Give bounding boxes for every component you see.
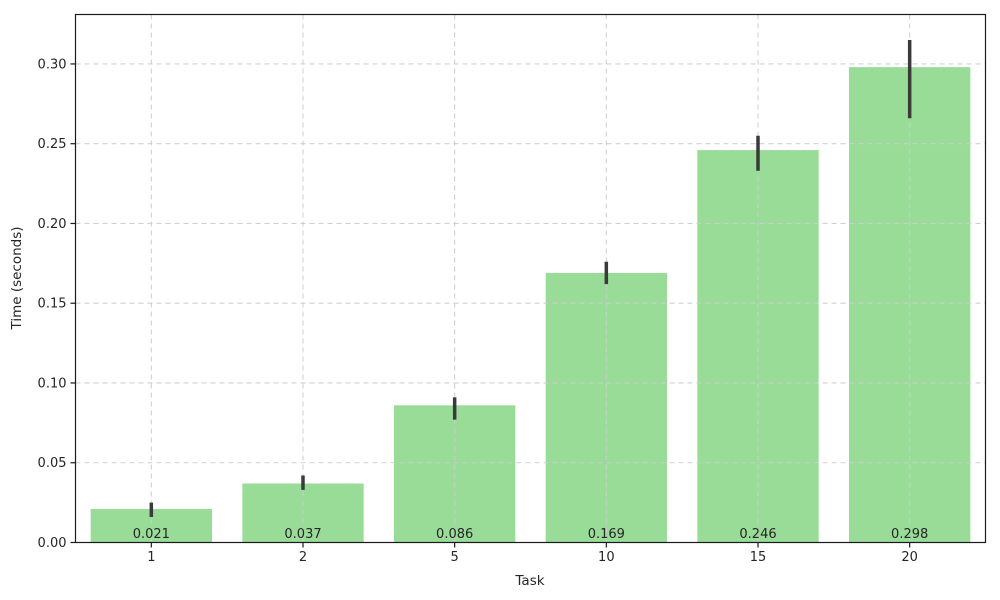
axis-layer: 0.00 0.05 0.10 0.15 0.20 0.25 0.30 1 2 5 10 15 20 [38,13,987,565]
bar [545,272,667,543]
y-tick-label: 0.05 [38,456,67,471]
x-tick-label: 5 [451,550,459,565]
x-axis-title: Task [514,573,544,589]
x-tick-label: 10 [598,550,615,565]
error-bars-layer: 0.021 0.037 0.086 0.169 0.246 0.298 [133,40,928,542]
bars-layer [90,67,971,543]
y-tick-label: 0.25 [38,137,67,152]
y-tick-label: 0.30 [38,57,67,72]
y-axis-title: Time (seconds) [9,226,25,330]
plot-border [74,13,987,544]
bar-value-label: 0.246 [739,527,776,542]
x-tick-label: 15 [750,550,767,565]
x-tick-label: 20 [901,550,918,565]
bar-value-label: 0.037 [284,527,321,542]
bar-value-label: 0.021 [133,527,170,542]
x-tick-label: 1 [147,550,155,565]
x-tick-label: 2 [299,550,307,565]
y-tick-label: 0.10 [38,376,67,391]
y-tick-label: 0.00 [38,536,67,551]
y-tick-label: 0.15 [38,297,67,312]
bar-value-label: 0.298 [891,527,928,542]
bar-value-label: 0.086 [436,527,473,542]
y-tick-label: 0.20 [38,217,67,232]
bar-value-label: 0.169 [588,527,625,542]
